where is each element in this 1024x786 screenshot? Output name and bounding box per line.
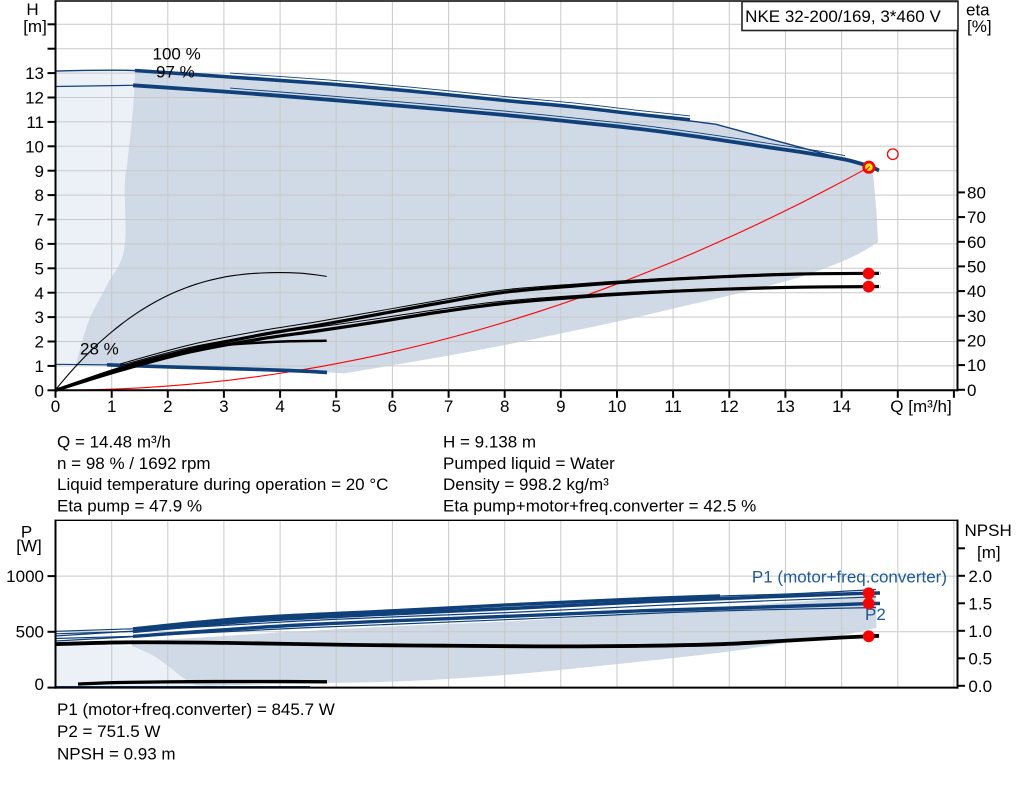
svg-text:NPSH: NPSH: [965, 521, 1012, 540]
svg-text:30: 30: [967, 307, 986, 326]
svg-text:11: 11: [664, 397, 682, 416]
svg-text:97 %: 97 %: [156, 63, 195, 82]
svg-text:12: 12: [720, 397, 739, 416]
svg-text:9: 9: [35, 162, 44, 181]
svg-text:13: 13: [776, 397, 795, 416]
svg-text:0: 0: [967, 381, 976, 400]
svg-text:2.0: 2.0: [968, 567, 992, 586]
svg-text:3: 3: [35, 308, 44, 327]
svg-text:10: 10: [25, 137, 44, 156]
svg-text:0.5: 0.5: [968, 649, 992, 668]
svg-text:Pumped liquid = Water: Pumped liquid = Water: [443, 454, 615, 473]
svg-text:2: 2: [163, 397, 172, 416]
svg-text:Q [m³/h]: Q [m³/h]: [890, 397, 951, 416]
svg-text:[W]: [W]: [16, 537, 42, 556]
svg-text:[%]: [%]: [967, 17, 992, 36]
svg-text:14: 14: [832, 397, 851, 416]
svg-text:Density = 998.2 kg/m³: Density = 998.2 kg/m³: [443, 475, 609, 494]
svg-text:6: 6: [35, 235, 44, 254]
svg-text:P: P: [21, 523, 32, 542]
svg-text:13: 13: [25, 64, 44, 83]
svg-text:Eta pump = 47.9 %: Eta pump = 47.9 %: [57, 497, 202, 516]
svg-text:P1 (motor+freq.converter): P1 (motor+freq.converter): [752, 568, 947, 587]
svg-text:n = 98 % / 1692 rpm: n = 98 % / 1692 rpm: [57, 454, 211, 473]
svg-text:10: 10: [967, 356, 986, 375]
svg-text:50: 50: [967, 258, 986, 277]
svg-text:10: 10: [608, 397, 627, 416]
svg-text:0: 0: [51, 397, 60, 416]
svg-text:P2: P2: [865, 605, 886, 624]
svg-text:[m]: [m]: [977, 543, 1001, 562]
svg-text:1: 1: [107, 397, 116, 416]
svg-text:12: 12: [25, 89, 44, 108]
svg-text:9: 9: [556, 397, 565, 416]
svg-text:11: 11: [26, 113, 44, 132]
svg-text:0.0: 0.0: [968, 677, 992, 696]
svg-text:1.5: 1.5: [968, 594, 992, 613]
svg-text:20: 20: [967, 332, 986, 351]
svg-text:Eta pump+motor+freq.converter: Eta pump+motor+freq.converter = 42.5 %: [443, 497, 756, 516]
svg-text:7: 7: [444, 397, 453, 416]
svg-text:1: 1: [35, 357, 44, 376]
svg-text:3: 3: [219, 397, 228, 416]
svg-text:[m]: [m]: [23, 17, 47, 36]
svg-text:P2 = 751.5 W: P2 = 751.5 W: [57, 722, 160, 741]
svg-text:Liquid temperature during oper: Liquid temperature during operation = 20…: [57, 475, 388, 494]
svg-text:H = 9.138 m: H = 9.138 m: [443, 432, 536, 451]
svg-text:1.0: 1.0: [968, 622, 992, 641]
svg-text:80: 80: [967, 184, 986, 203]
svg-text:60: 60: [967, 233, 986, 252]
svg-text:Q = 14.48 m³/h: Q = 14.48 m³/h: [57, 432, 171, 451]
svg-text:1000: 1000: [6, 567, 44, 586]
svg-text:eta: eta: [966, 1, 990, 20]
svg-text:70: 70: [967, 208, 986, 227]
svg-text:7: 7: [35, 211, 44, 230]
svg-text:4: 4: [275, 397, 284, 416]
svg-text:8: 8: [500, 397, 509, 416]
svg-text:28 %: 28 %: [80, 340, 119, 359]
svg-text:500: 500: [16, 623, 44, 642]
svg-text:0: 0: [35, 381, 44, 400]
svg-text:P1 (motor+freq.converter) = 84: P1 (motor+freq.converter) = 845.7 W: [57, 700, 335, 719]
svg-text:NKE 32-200/169, 3*460 V: NKE 32-200/169, 3*460 V: [745, 7, 941, 26]
svg-text:H: H: [26, 0, 38, 19]
svg-text:100 %: 100 %: [153, 45, 201, 64]
svg-text:40: 40: [967, 282, 986, 301]
svg-text:2: 2: [35, 333, 44, 352]
svg-text:5: 5: [331, 397, 340, 416]
svg-text:8: 8: [35, 186, 44, 205]
svg-text:5: 5: [35, 259, 44, 278]
svg-text:4: 4: [35, 284, 44, 303]
svg-text:6: 6: [388, 397, 397, 416]
svg-text:0: 0: [35, 675, 44, 694]
svg-text:NPSH = 0.93 m: NPSH = 0.93 m: [57, 745, 176, 764]
